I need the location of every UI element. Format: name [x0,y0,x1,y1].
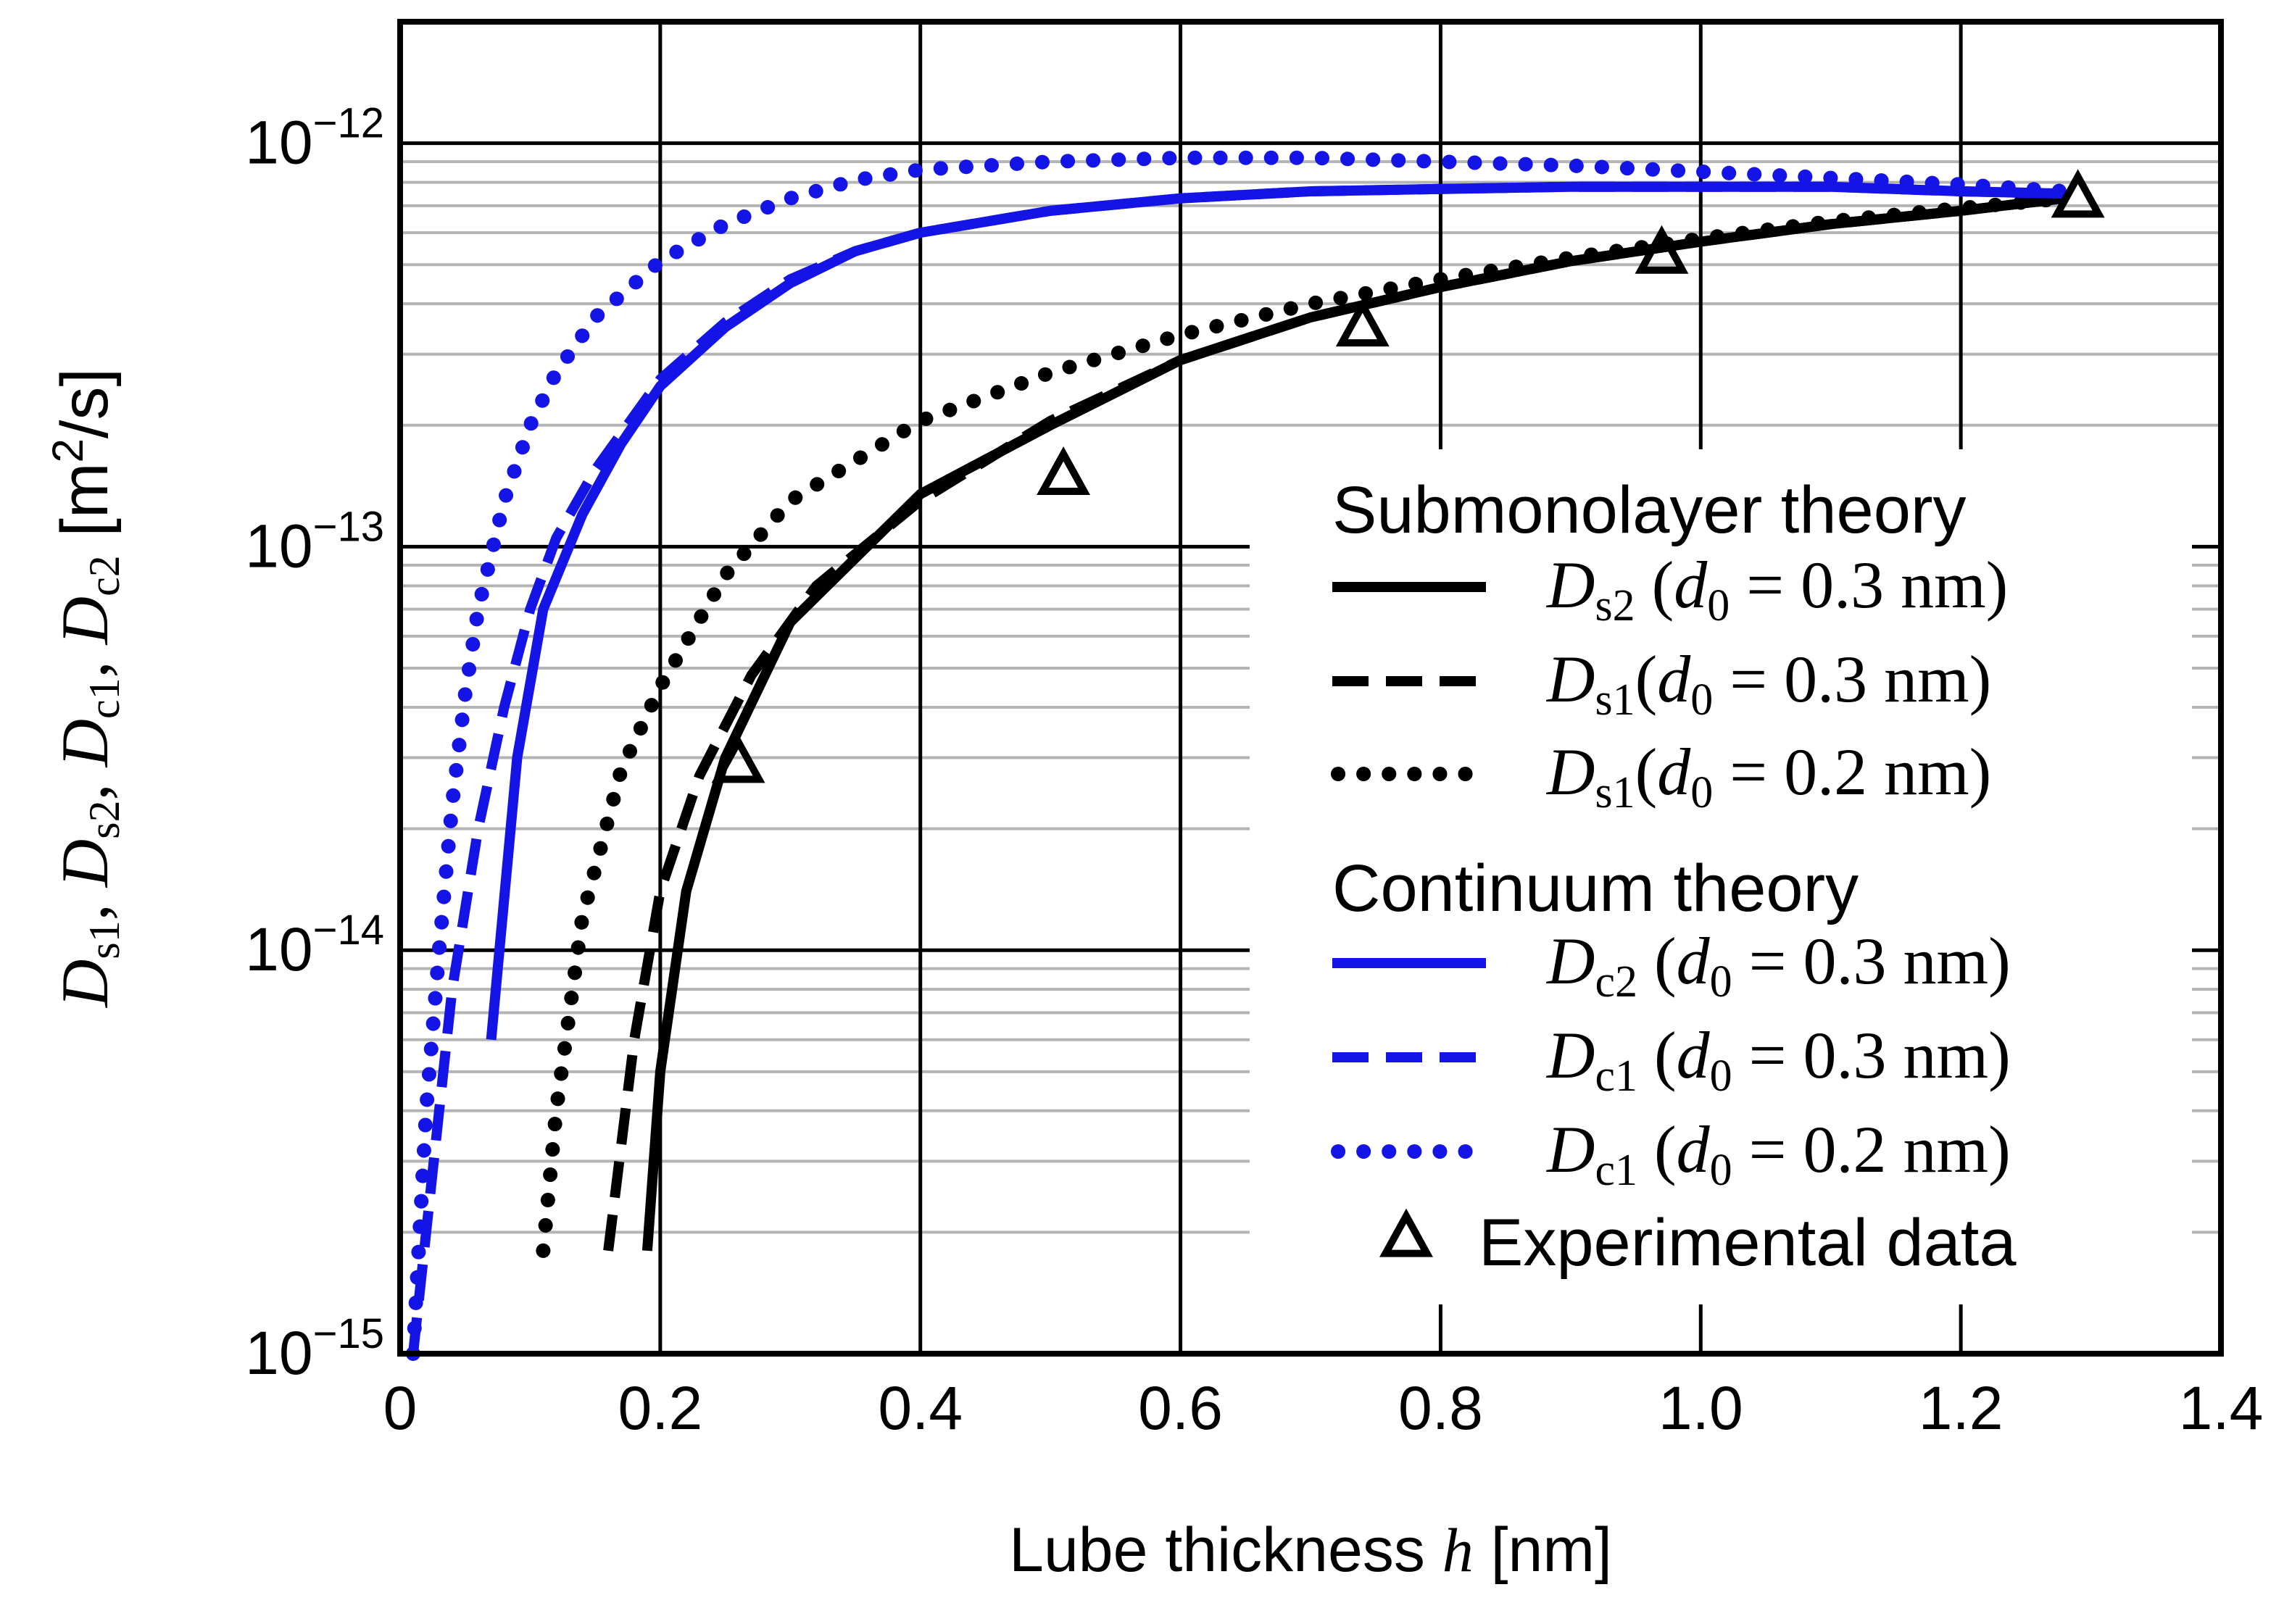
x-tick-label: 0 [383,1374,418,1442]
x-tick-label: 0.4 [878,1374,963,1442]
legend-title-submonolayer: Submonolayer theory [1332,473,1967,547]
series-line-3 [536,191,2072,1258]
legend-label-3: Ds1(d0 = 0.2 nm) [1545,735,1991,817]
legend-label-1: Ds2 (d0 = 0.3 nm) [1545,548,2008,630]
x-tick-labels: 0 0.2 0.4 0.6 0.8 1.0 1.2 1.4 [383,1374,2264,1442]
x-axis-label: Lube thickness h [nm] [1009,1515,1612,1585]
x-tick-label: 0.6 [1138,1374,1223,1442]
series-layer [405,150,2072,1361]
legend: Submonolayer theory Continuum theory Exp… [1331,473,2017,1280]
experimental-marker [1037,446,1091,495]
x-axis-label-var: h [1442,1515,1474,1585]
experimental-marker [1335,298,1390,347]
legend-swatch-experimental [1379,1208,1433,1257]
experimental-markers [711,169,2105,783]
y-tick-label: 10−13 [245,503,384,580]
x-tick-label: 0.2 [618,1374,702,1442]
experimental-marker [2051,169,2105,218]
x-tick-label: 0.8 [1398,1374,1483,1442]
experimental-marker [1635,225,1689,274]
legend-label-5: Dc1 (d0 = 0.3 nm) [1545,1018,2011,1101]
plot-frame [397,19,2224,1357]
y-axis-label: Ds1, Ds2, Dc1, Dc2 [m2/s] [43,368,128,1009]
series-line-6 [405,150,2072,1361]
x-axis-label-prefix: Lube thickness [1009,1515,1442,1585]
series-line-5 [407,181,2065,1354]
legend-label-4: Dc2 (d0 = 0.3 nm) [1545,924,2011,1007]
y-tick-label: 10−14 [245,907,384,983]
experimental-marker [711,734,765,783]
x-tick-label: 1.2 [1919,1374,2004,1442]
legend-title-continuum: Continuum theory [1332,851,1859,925]
y-tick-label: 10−12 [245,100,384,177]
y-tick-label: 10−15 [245,1310,384,1387]
x-axis-label-unit: [nm] [1474,1515,1612,1585]
x-tick-label: 1.4 [2179,1374,2264,1442]
x-tick-label: 1.0 [1658,1374,1743,1442]
y-tick-labels: 10−15 10−14 10−13 10−12 [245,100,384,1387]
legend-label-experimental: Experimental data [1479,1206,2017,1280]
legend-label-2: Ds1(d0 = 0.3 nm) [1545,642,1991,725]
legend-label-6: Dc1 (d0 = 0.2 nm) [1545,1112,2011,1195]
